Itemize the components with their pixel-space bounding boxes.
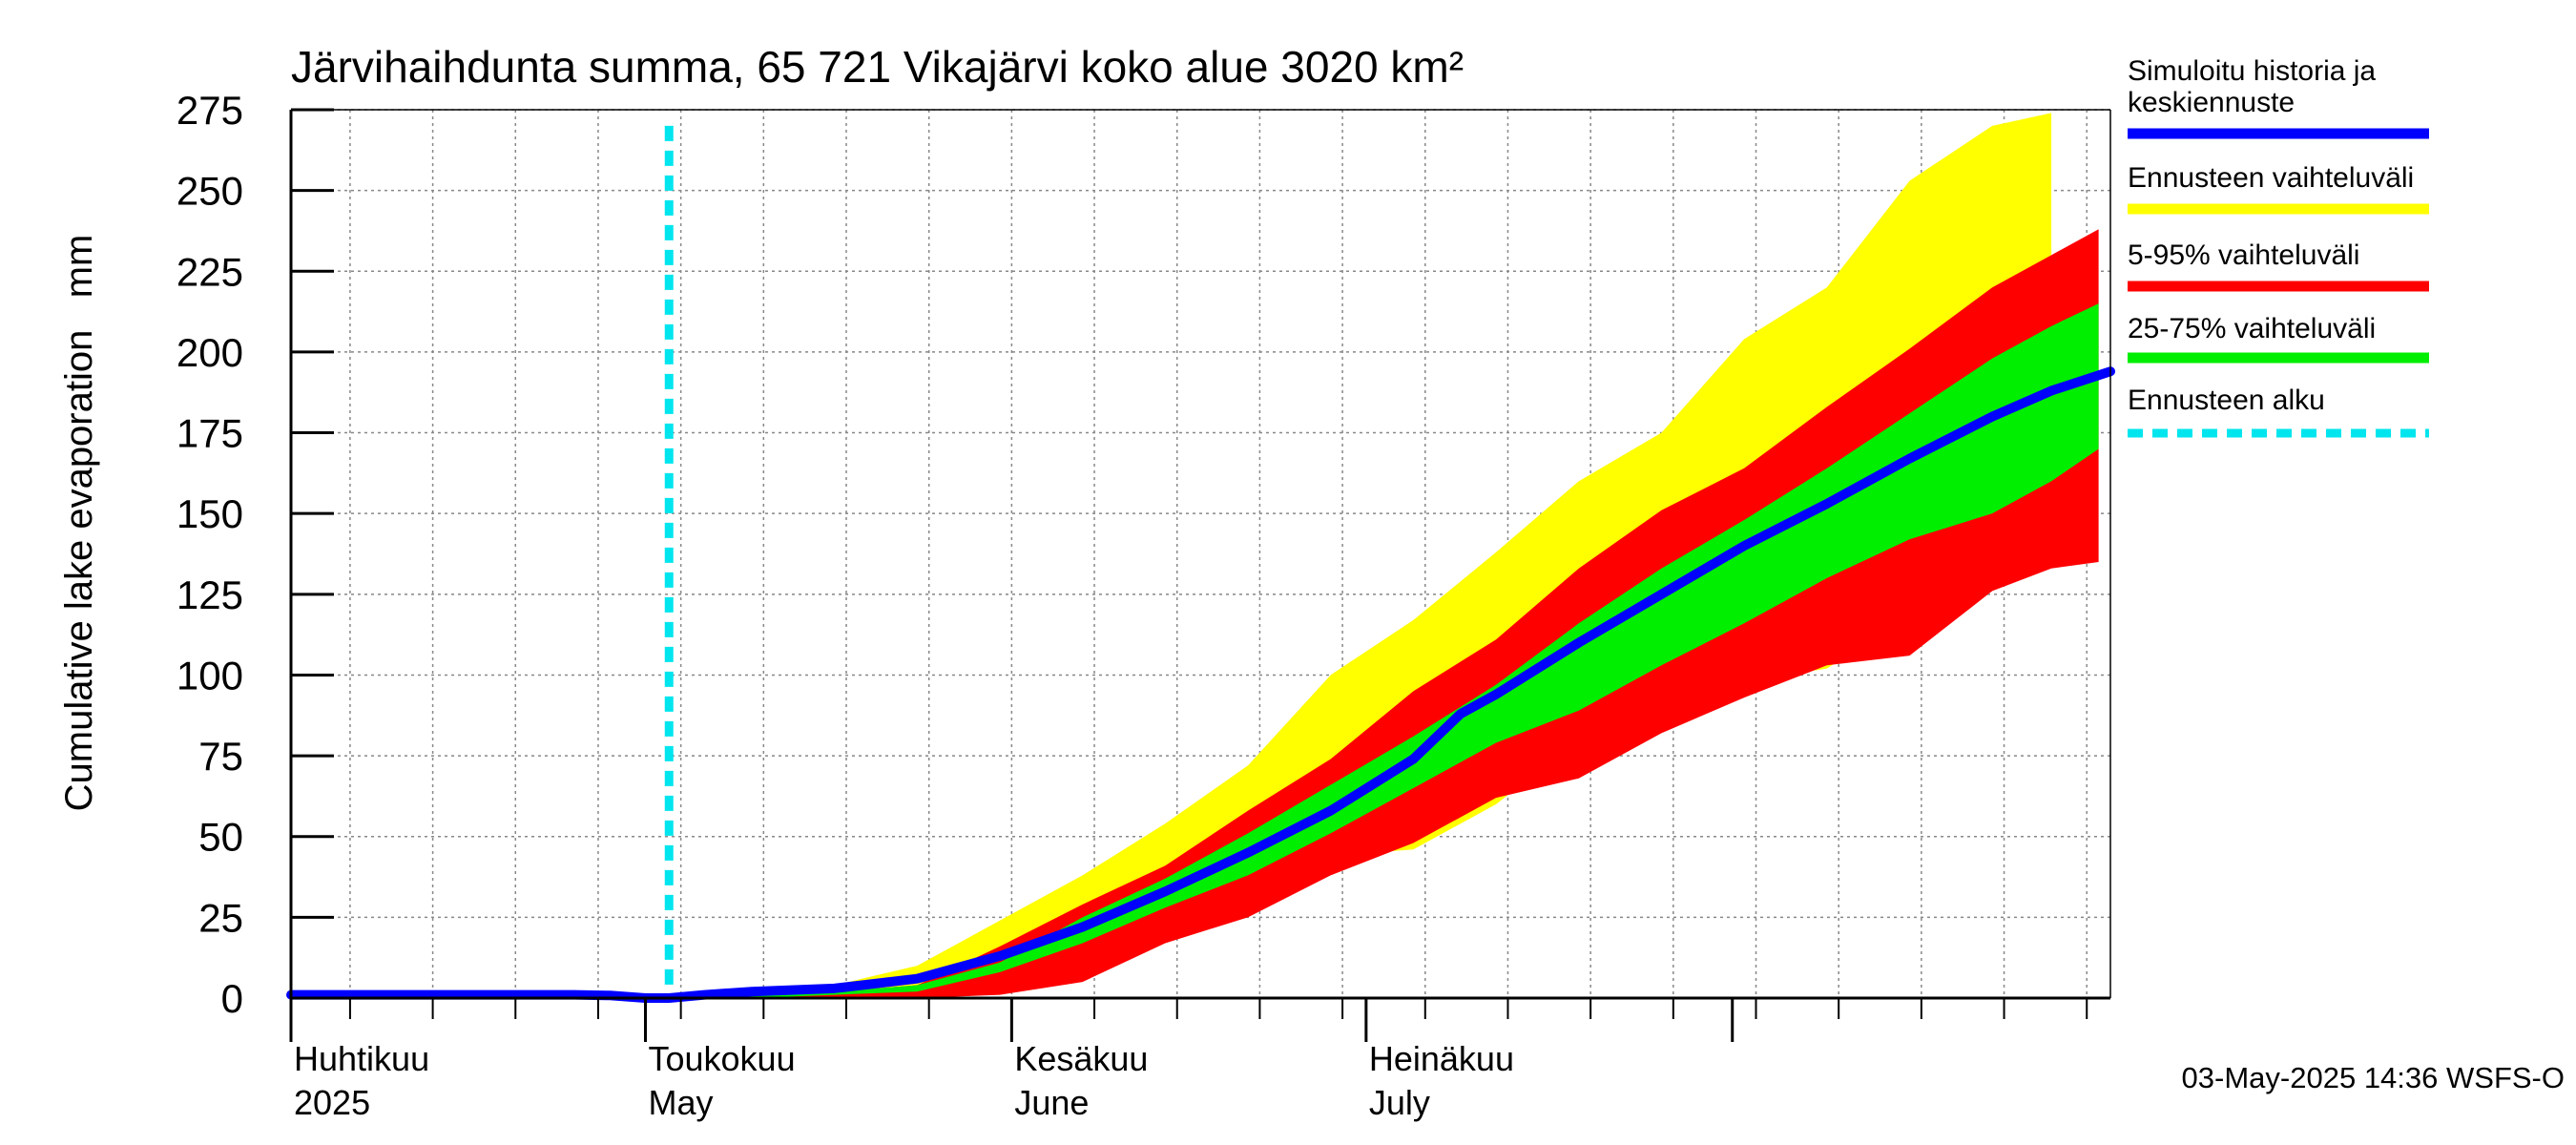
legend-label-simulated-line2: keskiennuste bbox=[2128, 87, 2295, 118]
y-tick-label: 50 bbox=[198, 815, 243, 860]
legend-label-5-95: 5-95% vaihteluväli bbox=[2128, 239, 2359, 271]
legend-label-simulated-line1: Simuloitu historia ja bbox=[2128, 55, 2376, 87]
y-tick-label: 275 bbox=[177, 88, 243, 133]
axes bbox=[289, 108, 2111, 1042]
timestamp-label: 03-May-2025 14:36 WSFS-O bbox=[2182, 1061, 2565, 1094]
x-month-sublabel: July bbox=[1369, 1083, 1430, 1122]
band-1 bbox=[669, 229, 2099, 998]
x-month-sublabel: May bbox=[648, 1083, 713, 1122]
x-month-sublabel: June bbox=[1014, 1083, 1089, 1122]
series-layer bbox=[286, 366, 2115, 1003]
x-month-labels: Huhtikuu 2025 Toukokuu May Kesäkuu June Heinäk… bbox=[294, 1039, 1514, 1122]
legend-label-25-75: 25-75% vaihteluväli bbox=[2128, 313, 2376, 344]
series-line-0 bbox=[286, 366, 2115, 1003]
x-month-label: Toukokuu bbox=[648, 1039, 795, 1078]
chart-title: Järvihaihdunta summa, 65 721 Vikajärvi k… bbox=[291, 42, 1464, 92]
y-tick-label: 125 bbox=[177, 572, 243, 617]
y-tick-label: 200 bbox=[177, 330, 243, 375]
y-tick-label: 225 bbox=[177, 249, 243, 294]
y-axis-label: Cumulative lake evaporation mm bbox=[58, 235, 100, 812]
forecast-bands bbox=[669, 113, 2099, 999]
y-tick-label: 0 bbox=[221, 976, 243, 1021]
x-month-label: Kesäkuu bbox=[1014, 1039, 1148, 1078]
x-month-label: Heinäkuu bbox=[1369, 1039, 1514, 1078]
x-month-label: Huhtikuu bbox=[294, 1039, 429, 1078]
y-tick-label: 150 bbox=[177, 491, 243, 536]
y-tick-label: 100 bbox=[177, 653, 243, 697]
legend-label-forecast-start: Ennusteen alku bbox=[2128, 385, 2325, 416]
y-tick-label: 175 bbox=[177, 411, 243, 456]
y-tick-label: 75 bbox=[198, 734, 243, 779]
legend-label-range: Ennusteen vaihteluväli bbox=[2128, 162, 2414, 194]
y-tick-label: 250 bbox=[177, 169, 243, 214]
y-tick-labels: 0 25 50 75 100 125 150 175 200 225 250 275 bbox=[177, 88, 243, 1021]
y-tick-label: 25 bbox=[198, 895, 243, 940]
x-month-sublabel: 2025 bbox=[294, 1083, 370, 1122]
legend: Simuloitu historia ja keskiennuste Ennus… bbox=[2128, 55, 2429, 438]
